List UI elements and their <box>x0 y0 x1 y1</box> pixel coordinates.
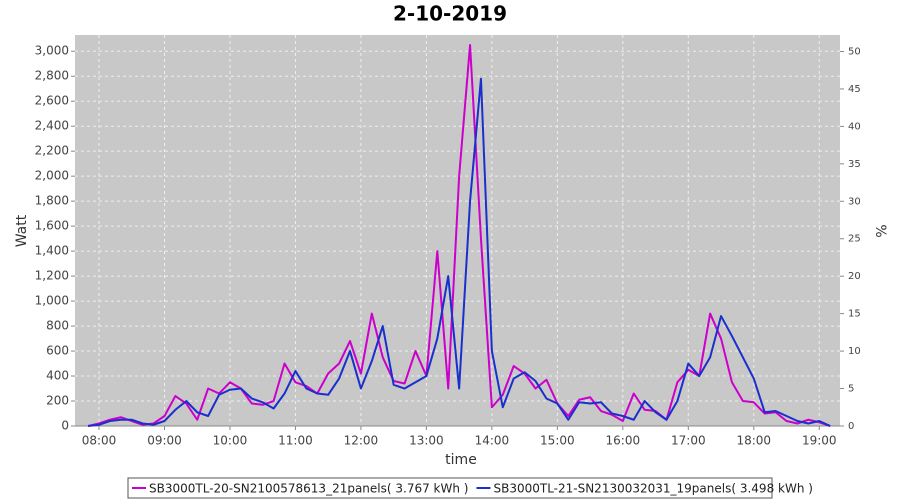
y-tick-label: 800 <box>46 319 69 333</box>
y2-tick-label: 5 <box>848 384 854 395</box>
plot-area <box>75 35 840 426</box>
y2-tick-label: 10 <box>848 346 861 357</box>
x-tick-label: 09:00 <box>147 434 182 448</box>
y2-axis-label: % <box>872 224 888 237</box>
x-tick-label: 13:00 <box>409 434 444 448</box>
y2-tick-label: 40 <box>848 121 861 132</box>
x-tick-label: 18:00 <box>736 434 771 448</box>
y-tick-label: 2,400 <box>35 119 69 133</box>
y-tick-label: 2,800 <box>35 69 69 83</box>
x-tick-label: 12:00 <box>344 434 379 448</box>
y2-tick-label: 25 <box>848 234 861 245</box>
x-axis-label: time <box>445 452 477 468</box>
y2-tick-label: 30 <box>848 196 861 207</box>
y-tick-label: 0 <box>61 419 69 433</box>
y2-tick-label: 20 <box>848 271 861 282</box>
y-tick-label: 400 <box>46 369 69 383</box>
x-tick-label: 16:00 <box>606 434 641 448</box>
y-tick-label: 3,000 <box>35 44 69 58</box>
y-tick-label: 1,200 <box>35 269 69 283</box>
y-tick-label: 600 <box>46 344 69 358</box>
y-axis-label: Watt <box>14 214 30 247</box>
legend-label: SB3000TL-21-SN2130032031_19panels( 3.498… <box>493 482 812 496</box>
x-tick-label: 10:00 <box>213 434 248 448</box>
x-tick-label: 08:00 <box>82 434 117 448</box>
y-tick-label: 1,400 <box>35 244 69 258</box>
x-tick-label: 17:00 <box>671 434 706 448</box>
y-tick-label: 1,800 <box>35 194 69 208</box>
y-tick-label: 200 <box>46 394 69 408</box>
y2-tick-label: 50 <box>848 46 861 57</box>
y-tick-label: 2,600 <box>35 94 69 108</box>
y2-tick-label: 15 <box>848 309 861 320</box>
y-tick-label: 1,600 <box>35 219 69 233</box>
y-tick-label: 2,200 <box>35 144 69 158</box>
legend-box <box>127 477 773 499</box>
x-tick-label: 19:00 <box>802 434 837 448</box>
y2-tick-label: 0 <box>848 421 854 432</box>
series-line <box>87 43 831 427</box>
legend-label: SB3000TL-20-SN2100578613_21panels( 3.767… <box>149 482 468 496</box>
y-tick-label: 2,000 <box>35 169 69 183</box>
y2-tick-label: 35 <box>848 159 861 170</box>
x-tick-label: 11:00 <box>278 434 313 448</box>
series-line <box>87 77 831 427</box>
y-tick-label: 1,000 <box>35 294 69 308</box>
chart-title: 2-10-2019 <box>393 2 507 26</box>
x-tick-label: 15:00 <box>540 434 575 448</box>
y2-tick-label: 45 <box>848 84 861 95</box>
x-tick-label: 14:00 <box>475 434 510 448</box>
